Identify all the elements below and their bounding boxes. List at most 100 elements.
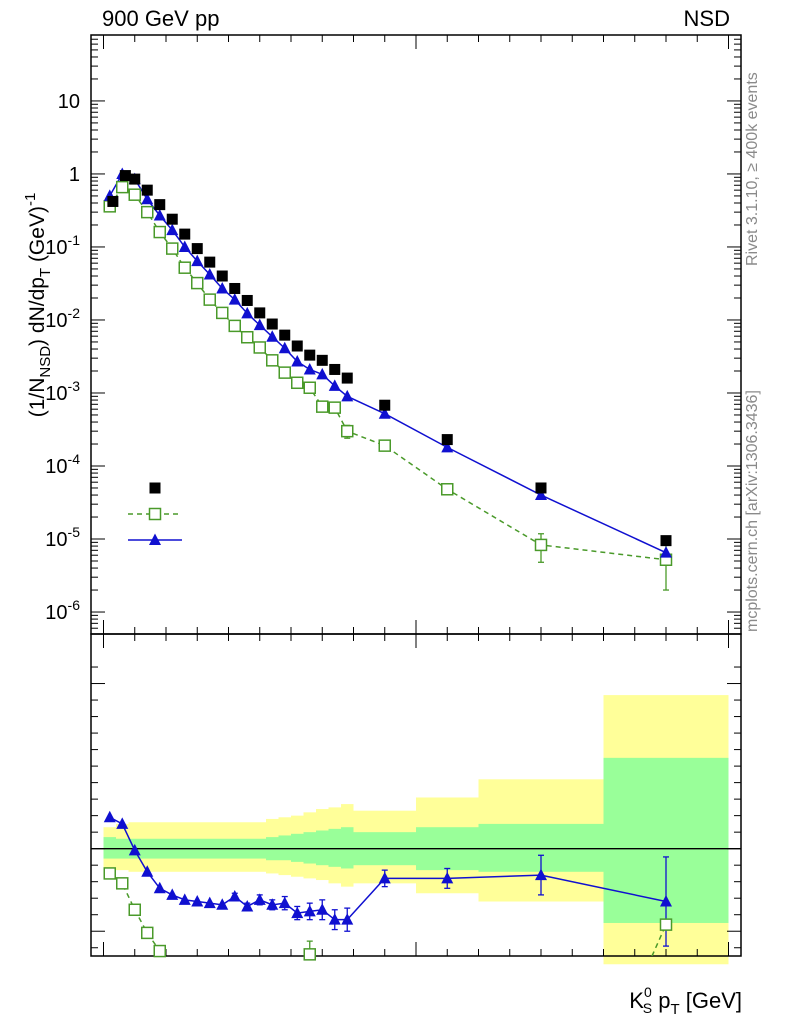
pythia-point	[341, 389, 354, 402]
band-inner-0	[103, 837, 116, 859]
cms-point	[341, 372, 353, 384]
pythia-point	[191, 254, 204, 267]
herwig-ratio-point	[153, 944, 166, 958]
pythia-ratio-point	[141, 865, 154, 877]
y-tick-label: 10-3	[45, 378, 80, 405]
pythia-point	[378, 407, 391, 419]
pythia-ratio-point	[191, 895, 204, 907]
pythia-ratio-point	[378, 871, 391, 884]
herwig-point	[534, 538, 548, 552]
cms-point	[129, 173, 141, 185]
cms-point	[179, 228, 191, 240]
herwig-point	[303, 381, 316, 394]
pythia-ratio-point	[203, 896, 216, 909]
chart-text: 10-6 10-5 10-4 10-3 10-2 10-1 1 10 (1/NNSD) dN/d…	[22, 91, 742, 1018]
pythia-ratio-point	[216, 898, 229, 910]
cms-point	[304, 349, 316, 361]
pythia-ratio-point	[241, 899, 254, 912]
pythia-point	[253, 318, 266, 331]
herwig-point	[378, 439, 391, 452]
pythia-ratio-point	[278, 896, 291, 909]
pythia-point	[216, 281, 229, 294]
pythia-ratio-point	[535, 868, 547, 881]
header-right: NSD	[683, 6, 730, 31]
band-inner-4	[278, 835, 291, 861]
pythia-ratio-point	[660, 895, 672, 907]
ratio-bands	[91, 695, 741, 965]
legend-pythia-marker	[149, 533, 161, 545]
cms-point	[204, 256, 216, 268]
herwig-point	[178, 261, 191, 274]
herwig-point	[141, 205, 154, 219]
series-markers	[103, 167, 673, 961]
legend-herwig-marker	[148, 507, 162, 521]
herwig-point	[278, 366, 291, 379]
herwig-point	[328, 401, 341, 414]
pythia-point	[141, 192, 154, 205]
herwig-ratio-point	[128, 903, 141, 917]
pythia-point	[166, 223, 179, 236]
band-inner-5	[291, 833, 304, 862]
pythia-ratio-point	[266, 898, 279, 910]
herwig-ratio-point	[303, 948, 316, 961]
y-tick-label: 10	[58, 91, 80, 113]
cms-point	[254, 307, 266, 319]
pythia-point	[241, 306, 254, 319]
herwig-ratio-line	[651, 924, 667, 956]
herwig-point	[266, 354, 279, 367]
pythia-point	[316, 367, 329, 380]
herwig-point	[241, 330, 254, 344]
header-left: 900 GeV pp	[102, 6, 220, 31]
pythia-ratio-point	[341, 913, 354, 925]
pythia-ratio-line	[109, 816, 667, 921]
cms-point	[279, 329, 291, 341]
cms-point	[107, 195, 119, 207]
pythia-ratio-point	[253, 893, 266, 905]
pythia-ratio-point	[178, 893, 191, 905]
herwig-ratio-point	[103, 867, 116, 880]
pythia-point	[328, 379, 341, 391]
pythia-point	[660, 546, 672, 558]
y-axis-label: (1/NNSD) dN/dpT (GeV)-1	[22, 193, 54, 418]
herwig-point	[291, 376, 304, 390]
cms-point	[266, 318, 278, 330]
band-inner-9	[341, 827, 354, 869]
pythia-point	[266, 330, 279, 342]
herwig-point	[153, 225, 166, 239]
pythia-ratio-point	[103, 810, 116, 823]
cms-point	[191, 243, 203, 255]
band-inner-6	[303, 832, 316, 864]
cms-point	[229, 282, 241, 294]
herwig-point	[116, 180, 129, 194]
herwig-line	[109, 186, 667, 561]
pythia-ratio-point	[316, 903, 329, 915]
cms-point	[291, 340, 303, 352]
herwig-point	[316, 400, 329, 413]
y-tick-label: 10-2	[45, 305, 80, 332]
cms-point	[660, 535, 672, 547]
pythia-ratio-point	[328, 913, 341, 925]
herwig-point	[166, 242, 179, 255]
herwig-point	[216, 306, 229, 320]
herwig-point	[191, 276, 204, 290]
cms-point	[241, 294, 253, 306]
pythia-ratio-point	[303, 904, 316, 917]
cms-point	[166, 213, 178, 225]
cms-point	[379, 399, 391, 411]
cms-point	[154, 199, 166, 211]
cms-point	[316, 354, 328, 366]
cms-point	[441, 434, 453, 446]
herwig-ratio-point	[116, 877, 129, 890]
y-tick-label: 10-4	[45, 451, 80, 478]
pythia-point	[303, 362, 316, 375]
y-tick-label: 10-6	[45, 597, 80, 624]
pythia-point	[291, 354, 304, 367]
pythia-ratio-point	[291, 906, 304, 919]
axis-ticks	[91, 34, 741, 956]
pythia-point	[178, 240, 191, 252]
herwig-point	[228, 319, 241, 333]
herwig-point	[128, 188, 141, 201]
pythia-ratio-point	[128, 843, 141, 856]
pythia-point	[535, 488, 547, 501]
